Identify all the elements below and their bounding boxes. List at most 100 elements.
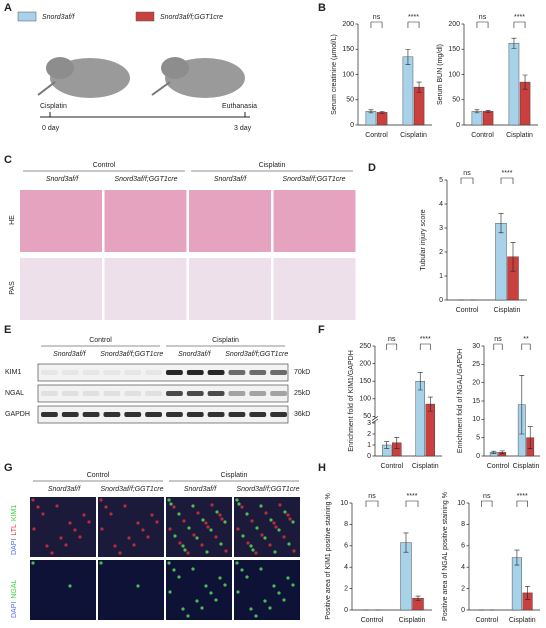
stain-spot: [263, 536, 267, 540]
stain-spot: [55, 504, 59, 508]
x-tick-label: Control: [456, 307, 479, 314]
y-tick-label: 0: [456, 122, 460, 129]
stain-spot: [186, 614, 190, 618]
stain-spot: [181, 544, 185, 548]
blot-band: [249, 391, 267, 396]
y-axis-label: Positive area of KIM1 positive staining …: [325, 493, 332, 619]
column-label: Snord3af/f;GGT1cre: [114, 176, 177, 183]
y-tick-label: 2: [344, 585, 348, 592]
stain-spot: [113, 544, 117, 548]
significance-bracket: [386, 343, 398, 350]
error-bar: [485, 110, 491, 113]
error-bar: [403, 532, 409, 553]
stain-spot: [218, 576, 222, 580]
stain-spot: [78, 535, 82, 539]
blot-band: [103, 370, 121, 375]
stain-spot: [287, 542, 291, 546]
stain-spot: [245, 575, 249, 579]
y-tick-label: 5: [439, 177, 443, 184]
y-tick-label: 2: [461, 585, 465, 592]
error-bar: [527, 426, 533, 449]
significance-bracket: [365, 500, 379, 507]
stain-spot: [87, 520, 91, 524]
size-label: 36kD: [294, 411, 310, 418]
y-tick-label: 30: [472, 343, 480, 350]
blot-band: [249, 370, 267, 375]
stain-spot: [123, 504, 127, 508]
stain-spot: [109, 512, 113, 516]
stain-spot: [136, 584, 140, 588]
significance-bracket: [481, 500, 493, 507]
x-tick-label: Cisplatin: [509, 617, 536, 624]
stain-spot: [283, 510, 287, 514]
stain-spot: [254, 551, 258, 555]
stain-spot: [274, 525, 278, 529]
group-label: Cisplatin: [221, 472, 248, 479]
y-tick-label: 20: [472, 380, 480, 387]
significance-label: ns: [368, 493, 376, 500]
significance-label: ****: [514, 14, 525, 21]
significance-bracket: [513, 21, 526, 28]
significance-label: **: [523, 336, 529, 343]
y-tick-label: 10: [340, 500, 348, 507]
stain-spot: [241, 534, 245, 538]
stain-spot: [31, 561, 35, 565]
y-tick-label: 10: [457, 500, 465, 507]
legend-label: Snord3af/f: [42, 14, 75, 21]
y-tick-label: 100: [448, 71, 460, 78]
blot-band: [124, 391, 142, 396]
column-label: Snord3af/f: [48, 486, 81, 493]
timeline-label: 3 day: [234, 125, 252, 132]
micrograph: [189, 190, 271, 252]
stain-spot: [286, 513, 290, 517]
significance-bracket: [460, 177, 474, 184]
stain-spot: [236, 527, 240, 531]
micrograph: [234, 560, 300, 620]
y-tick-label: 1: [439, 273, 443, 280]
y-axis-label: Tubular injury score: [420, 209, 427, 270]
stain-spot: [235, 498, 239, 502]
y-tick-label: 6: [461, 543, 465, 550]
blot-strip: [37, 384, 289, 403]
y-tick-label: 150: [342, 46, 354, 53]
error-bar: [427, 396, 433, 412]
y-tick-label: 0: [476, 453, 480, 460]
stain-spot: [181, 607, 185, 611]
row-label: KIM1: [11, 505, 18, 521]
y-tick-label: 200: [359, 360, 371, 367]
micrograph: [20, 190, 102, 252]
stain-spot: [249, 544, 253, 548]
y-axis-label: Serum BUN (mg/dl): [437, 44, 444, 105]
stain-spot: [150, 513, 154, 517]
row-label: DAPI: [11, 539, 18, 555]
column-label: Snord3af/f;GGT1cre: [100, 351, 163, 358]
stain-spot: [259, 567, 263, 571]
x-tick-label: Cisplatin: [506, 132, 533, 139]
stain-spot: [268, 606, 272, 610]
y-tick-label: 2: [367, 431, 371, 438]
blot-band: [186, 370, 204, 375]
x-tick-label: Cisplatin: [412, 463, 439, 470]
axis-break: [371, 416, 379, 421]
protein-label: NGAL: [5, 390, 24, 397]
stain-spot: [45, 544, 49, 548]
error-bar: [511, 37, 517, 49]
panel-label: B: [318, 2, 326, 14]
y-tick-label: 1: [367, 442, 371, 449]
stain-spot: [250, 519, 254, 523]
micrograph: [104, 190, 187, 252]
stain-spot: [187, 526, 191, 530]
stain-spot: [146, 535, 150, 539]
stain-spot: [251, 548, 255, 552]
stain-spot: [41, 512, 45, 516]
column-label: Snord3af/f: [53, 351, 86, 358]
x-tick-label: Cisplatin: [400, 132, 427, 139]
column-label: Snord3af/f: [46, 176, 79, 183]
mouse-head: [161, 57, 189, 79]
blot-band: [207, 370, 225, 375]
bar: [365, 111, 377, 126]
stain-spot: [182, 519, 186, 523]
group-label: Control: [87, 472, 110, 479]
stain-spot: [240, 505, 244, 509]
y-tick-label: 200: [448, 21, 460, 28]
